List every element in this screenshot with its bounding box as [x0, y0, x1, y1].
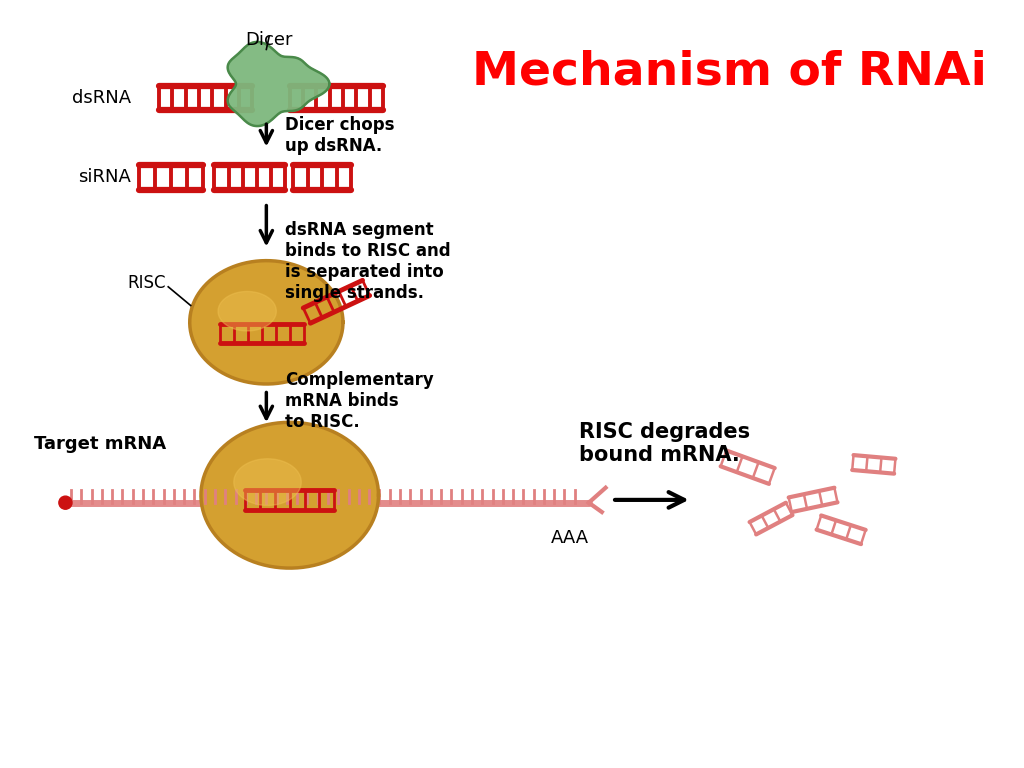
Polygon shape	[227, 42, 330, 126]
Polygon shape	[189, 260, 343, 384]
Polygon shape	[201, 422, 379, 568]
Text: Dicer chops
up dsRNA.: Dicer chops up dsRNA.	[285, 116, 394, 155]
Polygon shape	[233, 458, 301, 505]
Text: Target mRNA: Target mRNA	[34, 435, 166, 453]
Text: dsRNA segment
binds to RISC and
is separated into
single strands.: dsRNA segment binds to RISC and is separ…	[285, 221, 451, 302]
Text: AAA: AAA	[551, 529, 589, 547]
Text: RISC: RISC	[128, 274, 166, 292]
Text: dsRNA: dsRNA	[72, 89, 131, 107]
Text: Dicer: Dicer	[246, 31, 293, 48]
Text: RISC degrades
bound mRNA.: RISC degrades bound mRNA.	[580, 422, 751, 465]
Text: Mechanism of RNAi: Mechanism of RNAi	[471, 49, 986, 94]
Text: siRNA: siRNA	[78, 168, 131, 187]
Circle shape	[58, 496, 72, 509]
Text: Complementary
mRNA binds
to RISC.: Complementary mRNA binds to RISC.	[285, 371, 434, 431]
Polygon shape	[218, 292, 276, 331]
